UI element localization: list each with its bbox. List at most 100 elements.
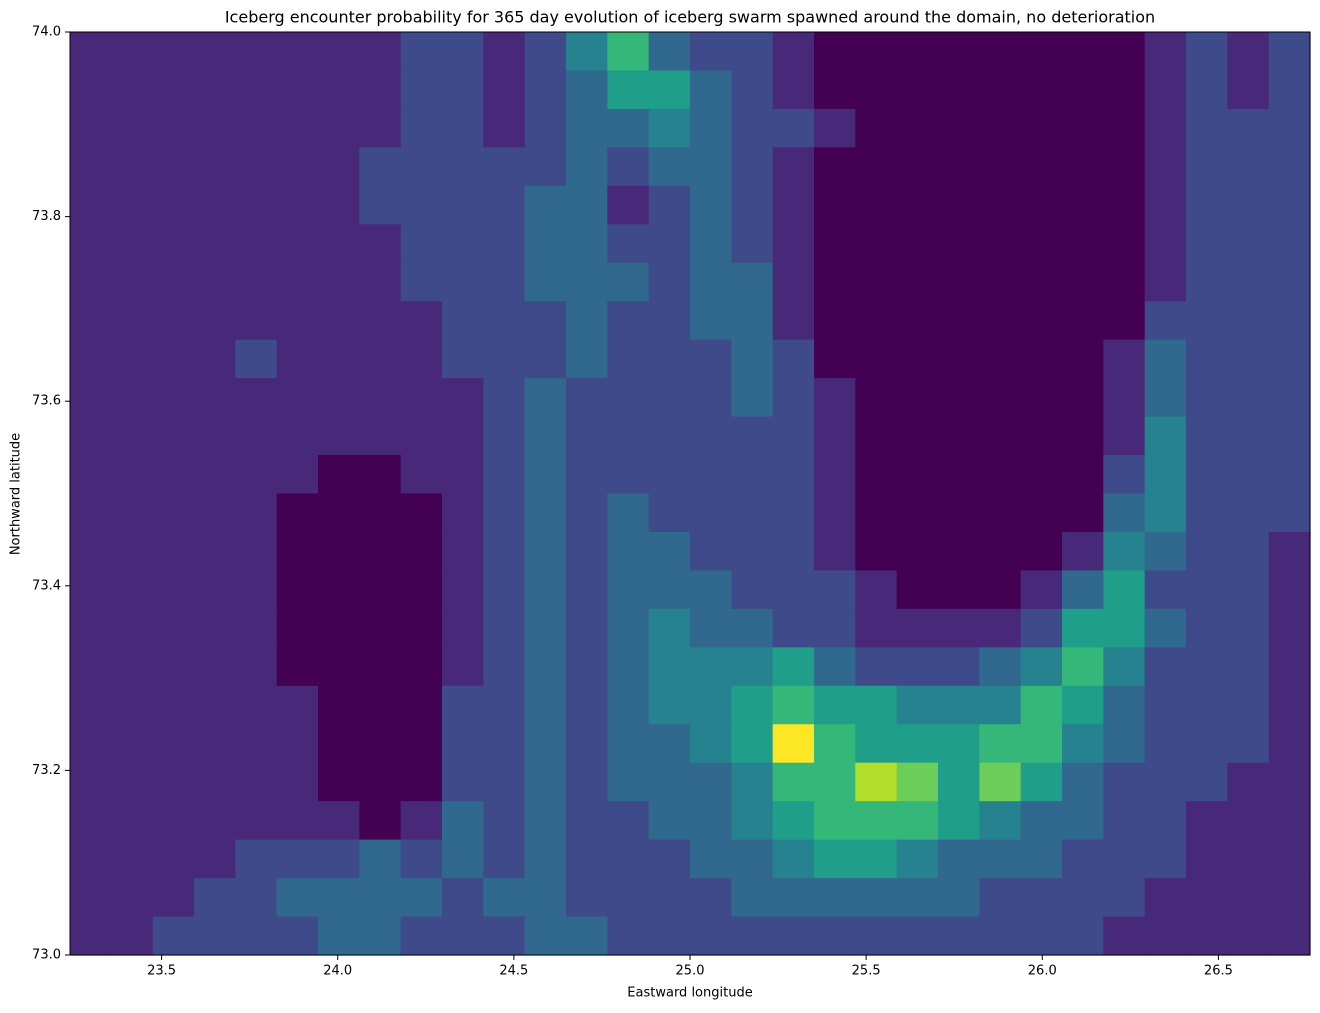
heatmap-cell	[731, 70, 774, 110]
heatmap-cell	[70, 147, 112, 187]
heatmap-cell	[235, 224, 278, 264]
heatmap-cell	[607, 724, 650, 764]
heatmap-cell	[1227, 608, 1270, 648]
heatmap-cell	[1020, 185, 1063, 225]
heatmap-cell	[152, 493, 195, 533]
heatmap-cell	[1144, 878, 1187, 918]
heatmap-cell	[194, 70, 236, 110]
heatmap-cell	[70, 839, 112, 879]
heatmap-cell	[524, 531, 567, 572]
heatmap-cell	[70, 301, 112, 341]
heatmap-cell	[690, 455, 732, 495]
heatmap-cell	[938, 570, 980, 610]
heatmap-cell	[1186, 762, 1228, 802]
heatmap-cell	[772, 570, 815, 610]
heatmap-cell	[1186, 647, 1228, 687]
heatmap-cell	[1268, 455, 1311, 495]
heatmap-cell	[731, 839, 774, 879]
heatmap-cell	[70, 878, 112, 918]
heatmap-cell	[483, 839, 526, 879]
heatmap-cell	[1268, 339, 1311, 379]
heatmap-cell	[690, 647, 732, 687]
heatmap-cell	[814, 224, 856, 264]
heatmap-cell	[442, 301, 484, 341]
heatmap-cell	[400, 801, 443, 841]
heatmap-cell	[359, 339, 402, 379]
heatmap-cell	[731, 724, 774, 764]
heatmap-cell	[1020, 416, 1063, 456]
heatmap-cell	[1020, 916, 1063, 956]
heatmap-cell	[855, 147, 898, 187]
heatmap-cell	[772, 878, 815, 918]
heatmap-cell	[607, 685, 650, 725]
heatmap-cell	[194, 916, 236, 956]
heatmap-cell	[690, 339, 732, 379]
heatmap-cell	[1144, 185, 1187, 225]
heatmap-cell	[1227, 455, 1270, 495]
heatmap-cell	[442, 801, 484, 841]
heatmap-cells	[70, 32, 1311, 956]
heatmap-cell	[1268, 147, 1311, 187]
heatmap-cell	[442, 339, 484, 379]
heatmap-cell	[731, 301, 774, 341]
chart-title: Iceberg encounter probability for 365 da…	[225, 8, 1155, 27]
heatmap-cell	[1144, 685, 1187, 725]
heatmap-cell	[442, 724, 484, 764]
heatmap-cell	[979, 608, 1022, 648]
heatmap-cell	[111, 262, 154, 302]
heatmap-cell	[70, 493, 112, 533]
heatmap-cell	[70, 416, 112, 456]
heatmap-cell	[400, 339, 443, 379]
heatmap-cell	[607, 185, 650, 225]
heatmap-cell	[318, 608, 360, 648]
heatmap-cell	[1186, 224, 1228, 264]
heatmap-cell	[400, 531, 443, 572]
heatmap-cell	[1144, 570, 1187, 610]
heatmap-cell	[359, 224, 402, 264]
heatmap-cell	[772, 455, 815, 495]
heatmap-cell	[814, 916, 856, 956]
heatmap-cell	[400, 647, 443, 687]
heatmap-cell	[938, 531, 980, 572]
heatmap-cell	[1020, 724, 1063, 764]
heatmap-cell	[70, 32, 112, 72]
heatmap-cell	[1268, 878, 1311, 918]
heatmap-cell	[400, 608, 443, 648]
heatmap-cell	[152, 839, 195, 879]
heatmap-cell	[896, 108, 939, 148]
heatmap-cell	[607, 262, 650, 302]
heatmap-cell	[152, 32, 195, 72]
heatmap-cell	[772, 493, 815, 533]
heatmap-cell	[194, 685, 236, 725]
heatmap-cell	[194, 801, 236, 841]
heatmap-cell	[566, 70, 608, 110]
heatmap-cell	[111, 762, 154, 802]
heatmap-cell	[276, 185, 319, 225]
heatmap-cell	[1020, 685, 1063, 725]
heatmap-cell	[1062, 878, 1104, 918]
heatmap-cell	[235, 724, 278, 764]
x-tick-label: 24.0	[323, 964, 352, 979]
heatmap-cell	[814, 301, 856, 341]
heatmap-cell	[938, 455, 980, 495]
heatmap-cell	[194, 262, 236, 302]
heatmap-cell	[1103, 416, 1146, 456]
heatmap-cell	[690, 878, 732, 918]
heatmap-cell	[772, 531, 815, 572]
heatmap-cell	[400, 685, 443, 725]
heatmap-cell	[276, 32, 319, 72]
heatmap-cell	[483, 108, 526, 148]
heatmap-cell	[400, 762, 443, 802]
heatmap-cell	[1144, 378, 1187, 418]
heatmap-cell	[814, 378, 856, 418]
heatmap-cell	[318, 185, 360, 225]
heatmap-cell	[524, 493, 567, 533]
heatmap-cell	[1062, 455, 1104, 495]
heatmap-cell	[400, 416, 443, 456]
heatmap-cell	[607, 762, 650, 802]
heatmap-cell	[359, 801, 402, 841]
heatmap-cell	[566, 339, 608, 379]
heatmap-cell	[1062, 801, 1104, 841]
heatmap-cell	[814, 262, 856, 302]
